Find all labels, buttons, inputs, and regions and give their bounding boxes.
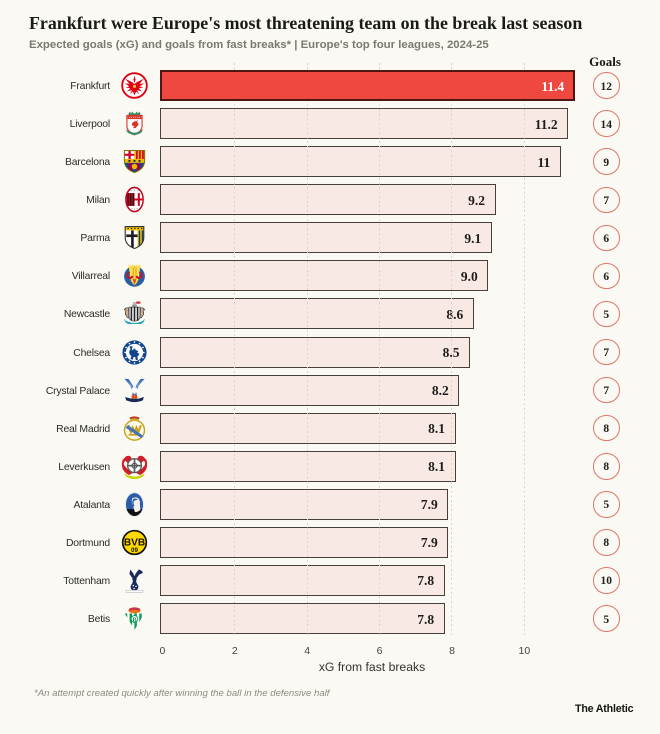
svg-text:09: 09: [131, 547, 139, 554]
svg-text:B: B: [132, 616, 137, 623]
svg-text:BVB: BVB: [124, 537, 145, 548]
